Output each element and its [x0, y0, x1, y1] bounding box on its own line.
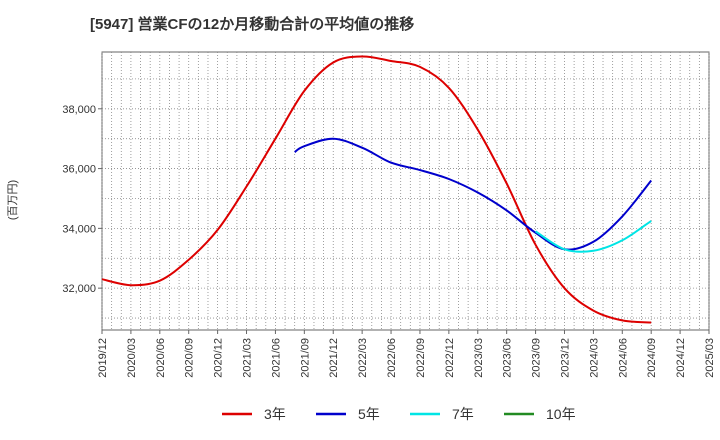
x-tick-label: 2023/09	[531, 338, 543, 378]
y-axis-ticks: 32,000 34,000 36,000 38,000	[62, 104, 102, 295]
x-tick-label: 2021/12	[328, 338, 340, 378]
x-tick-label: 2021/03	[242, 338, 254, 378]
x-tick-label: 2024/03	[588, 338, 600, 378]
x-tick-label: 2023/12	[559, 338, 571, 378]
plot-area	[101, 51, 710, 331]
y-axis-label: (百万円)	[7, 180, 19, 220]
series-line-2	[294, 137, 652, 251]
x-tick-label: 2020/12	[213, 338, 225, 378]
series-layer	[101, 55, 652, 324]
series-line-3	[535, 220, 652, 253]
x-tick-label: 2022/09	[415, 338, 427, 378]
y-tick-label: 34,000	[62, 223, 96, 235]
x-tick-label: 2020/09	[184, 338, 196, 378]
legend-label: 7年	[452, 406, 474, 422]
x-tick-label: 2020/06	[155, 338, 167, 378]
x-tick-label: 2024/12	[675, 338, 687, 378]
x-tick-label: 2022/03	[357, 338, 369, 378]
legend: 3年 5年 7年 10年	[222, 406, 576, 422]
x-tick-label: 2020/03	[126, 338, 138, 378]
x-tick-label: 2019/12	[97, 338, 109, 378]
x-tick-label: 2022/06	[386, 338, 398, 378]
x-tick-label: 2023/03	[473, 338, 485, 378]
x-tick-label: 2022/12	[444, 338, 456, 378]
chart-title: [5947] 営業CFの12か月移動合計の平均値の推移	[90, 15, 414, 33]
y-tick-label: 32,000	[62, 283, 96, 295]
x-tick-label: 2024/09	[646, 338, 658, 378]
y-tick-label: 38,000	[62, 104, 96, 116]
y-tick-label: 36,000	[62, 164, 96, 176]
legend-label: 5年	[358, 406, 380, 422]
x-tick-label: 2023/06	[502, 338, 514, 378]
grid-lines	[101, 52, 710, 330]
series-line-1	[101, 55, 652, 324]
legend-label: 3年	[264, 406, 286, 422]
x-tick-label: 2024/06	[617, 338, 629, 378]
x-tick-label: 2021/06	[270, 338, 282, 378]
x-axis-ticks: 2019/12 2020/03 2020/06 2020/09 2020/12 2021/…	[97, 330, 716, 378]
legend-label: 10年	[546, 406, 576, 422]
x-tick-label: 2025/03	[704, 338, 716, 378]
x-tick-label: 2021/09	[299, 338, 311, 378]
